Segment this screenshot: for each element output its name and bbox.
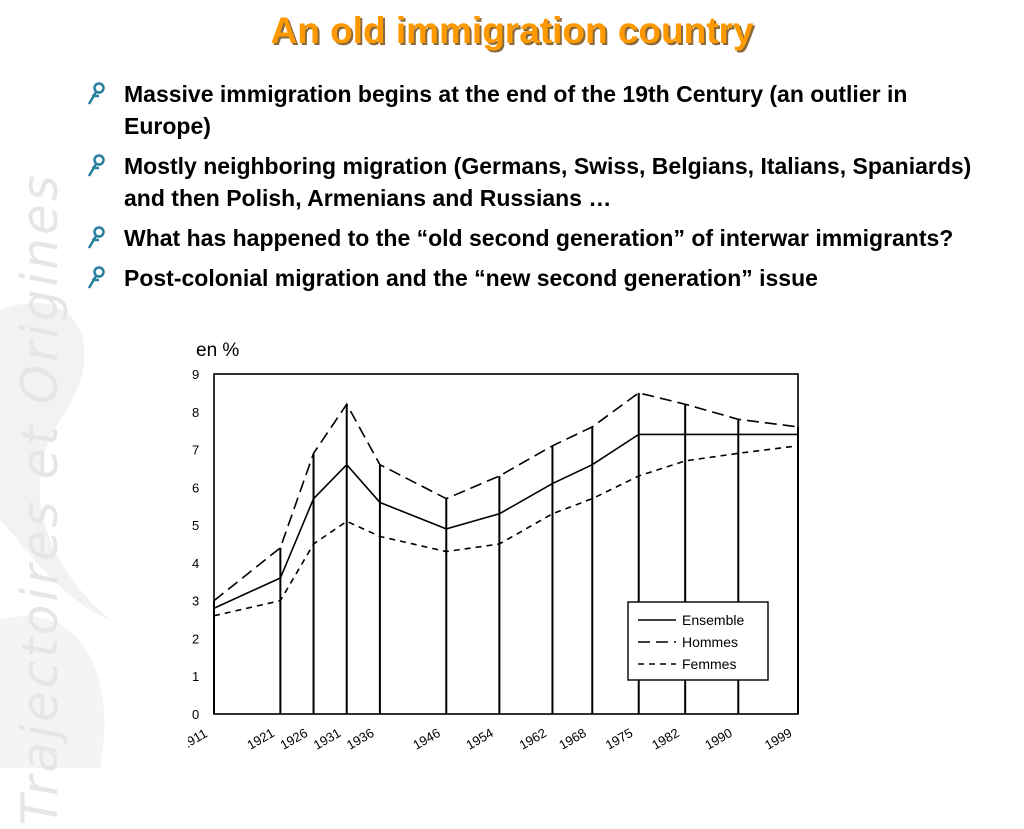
bullet-item: What has happened to the “old second gen… bbox=[86, 222, 986, 254]
y-tick-label: 4 bbox=[192, 556, 199, 571]
y-tick-label: 9 bbox=[192, 367, 199, 382]
bullet-item: Post-colonial migration and the “new sec… bbox=[86, 262, 986, 294]
slide-title: An old immigration country bbox=[270, 10, 754, 51]
legend-label: Ensemble bbox=[682, 612, 744, 628]
x-tick-label: 1946 bbox=[410, 725, 443, 752]
y-axis-label: en % bbox=[196, 340, 239, 361]
y-tick-label: 3 bbox=[192, 594, 199, 609]
series-line-ensemble bbox=[213, 433, 798, 609]
x-tick-label: 1926 bbox=[278, 725, 311, 752]
series-line-femmes bbox=[213, 444, 799, 617]
x-tick-label: 1921 bbox=[244, 725, 277, 752]
bullet-text: Massive immigration begins at the end of… bbox=[124, 81, 908, 139]
bullet-item: Mostly neighboring migration (Germans, S… bbox=[86, 150, 986, 214]
stylized-person-icon bbox=[87, 226, 105, 249]
x-tick-label: 1936 bbox=[344, 725, 377, 752]
bullet-item: Massive immigration begins at the end of… bbox=[86, 78, 986, 142]
x-tick-label: 1954 bbox=[463, 725, 496, 752]
watermark-text: Trajectoires et Origines bbox=[11, 172, 69, 826]
y-tick-label: 2 bbox=[192, 631, 199, 646]
x-tick-label: 1931 bbox=[311, 725, 344, 752]
legend-box bbox=[627, 601, 769, 681]
legend-label: Hommes bbox=[682, 634, 738, 650]
background-swirl bbox=[0, 302, 110, 768]
y-tick-label: 8 bbox=[192, 405, 199, 420]
bullet-text: Post-colonial migration and the “new sec… bbox=[124, 265, 818, 291]
x-tick-label: 1975 bbox=[603, 725, 636, 752]
y-tick-label: 6 bbox=[192, 480, 199, 495]
x-tick-label: 1982 bbox=[649, 725, 682, 752]
legend-label: Femmes bbox=[682, 656, 736, 672]
x-tick-label: 1999 bbox=[762, 725, 795, 752]
y-tick-label: 5 bbox=[192, 518, 199, 533]
y-tick-label: 7 bbox=[192, 443, 199, 458]
series-line-hommes bbox=[213, 392, 799, 602]
stylized-person-icon bbox=[87, 266, 105, 289]
x-tick-label: 1962 bbox=[516, 725, 549, 752]
bullet-list: Massive immigration begins at the end of… bbox=[86, 78, 986, 302]
y-tick-label: 1 bbox=[192, 669, 199, 684]
bullet-text: What has happened to the “old second gen… bbox=[124, 225, 954, 251]
stylized-person-icon bbox=[87, 82, 105, 105]
immigrant-share-line-chart: en % 0 1 2 3 4 5 6 7 8 9 1911 1921 1926 1931 1936 1946 19… bbox=[188, 340, 799, 753]
x-tick-label: 1911 bbox=[188, 726, 210, 753]
bullet-text: Mostly neighboring migration (Germans, S… bbox=[124, 153, 972, 211]
x-tick-label: 1990 bbox=[702, 725, 735, 752]
x-tick-label: 1968 bbox=[556, 725, 589, 752]
y-tick-label: 0 bbox=[192, 707, 199, 722]
stylized-person-icon bbox=[87, 154, 105, 177]
